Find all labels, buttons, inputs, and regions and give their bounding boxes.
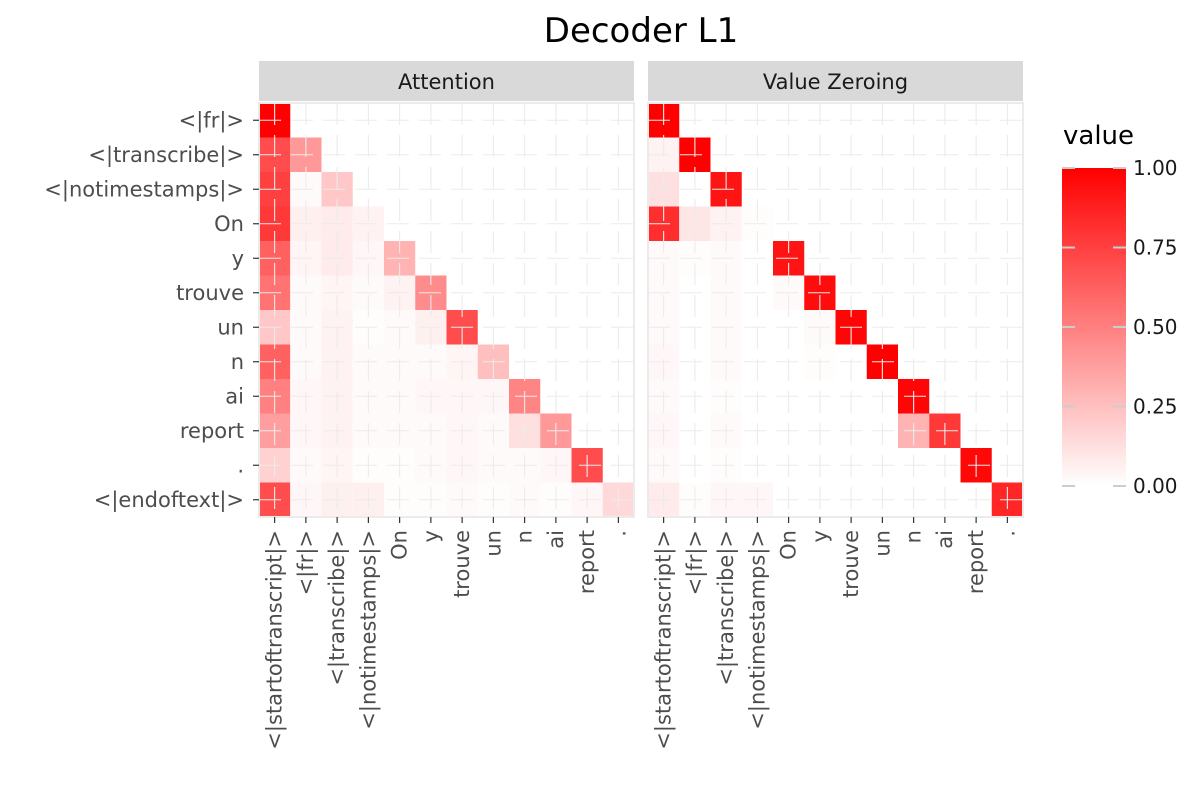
y-axis: <|fr|> <|transcribe|> <|notimestamps|> On yt… <box>44 108 259 513</box>
x-tick-label: On <box>777 530 801 560</box>
x-tick-label: report <box>964 530 988 594</box>
y-tick-label: ai <box>225 384 244 408</box>
facet-strip-label: Value Zeroing <box>763 70 908 94</box>
x-tick-label: un <box>481 530 505 557</box>
x-tick-label: <|fr|> <box>683 530 708 595</box>
y-tick-label: trouve <box>176 281 244 305</box>
facet-panels: Attention<|startoftranscript|> <|fr|> <|tr… <box>258 61 1024 750</box>
legend-tick-label: 1.00 <box>1133 156 1178 180</box>
legend-title: value <box>1063 121 1134 151</box>
x-tick-label: <|notimestamps|> <box>356 530 381 730</box>
x-tick-label: . <box>606 530 630 537</box>
legend-tick-label: 0.75 <box>1133 236 1178 260</box>
y-tick-label: On <box>214 212 244 236</box>
panel-value-zeroing: Value Zeroing <|startoftranscript|> <|fr|>… <box>647 61 1024 750</box>
panel-attention: Attention <|startoftranscript|> <|fr|> <|tr… <box>258 61 635 750</box>
x-tick-label: y <box>808 530 832 542</box>
y-tick-label: <|fr|> <box>179 108 244 133</box>
x-tick-label: <|startoftranscript|> <box>263 530 288 750</box>
y-tick-label: un <box>217 315 244 339</box>
x-tick-label: n <box>513 530 537 543</box>
panel-border <box>258 102 635 518</box>
x-tick-label: <|transcribe|> <box>714 530 739 686</box>
facet-strip <box>648 61 1023 101</box>
facet-strip-label: Attention <box>398 70 495 94</box>
x-tick-label: <|notimestamps|> <box>745 530 770 730</box>
y-tick-label: n <box>231 350 244 374</box>
chart-title: Decoder L1 <box>544 11 738 51</box>
color-legend: value 1.00 0.75 0.50 0.25 0.00 <box>1062 121 1178 498</box>
x-tick-label: un <box>870 530 894 557</box>
y-tick-label: <|notimestamps|> <box>44 177 244 202</box>
y-tick-label: <|endoftext|> <box>94 488 244 513</box>
panel-border <box>647 102 1024 518</box>
y-tick-label: <|transcribe|> <box>88 143 244 168</box>
x-tick-label: <|transcribe|> <box>325 530 350 686</box>
x-tick-label: <|fr|> <box>294 530 319 595</box>
legend-tick-label: 0.25 <box>1133 395 1178 419</box>
x-tick-label: ai <box>933 530 957 549</box>
legend-tick-label: 0.50 <box>1133 315 1178 339</box>
x-tick-label: trouve <box>839 530 863 598</box>
x-tick-label: . <box>995 530 1019 537</box>
x-tick-label: On <box>388 530 412 560</box>
x-tick-label: <|startoftranscript|> <box>652 530 677 750</box>
facet-strip <box>259 61 634 101</box>
legend-ticks: 1.00 0.75 0.50 0.25 0.00 <box>1062 156 1178 498</box>
y-tick-label: y <box>232 246 244 270</box>
x-tick-label: trouve <box>450 530 474 598</box>
x-tick-label: y <box>419 530 443 542</box>
x-tick-label: n <box>902 530 926 543</box>
x-tick-label: ai <box>544 530 568 549</box>
x-tick-label: report <box>575 530 599 594</box>
legend-tick-label: 0.00 <box>1133 474 1178 498</box>
y-tick-label: . <box>237 453 244 477</box>
y-tick-label: report <box>180 419 244 443</box>
